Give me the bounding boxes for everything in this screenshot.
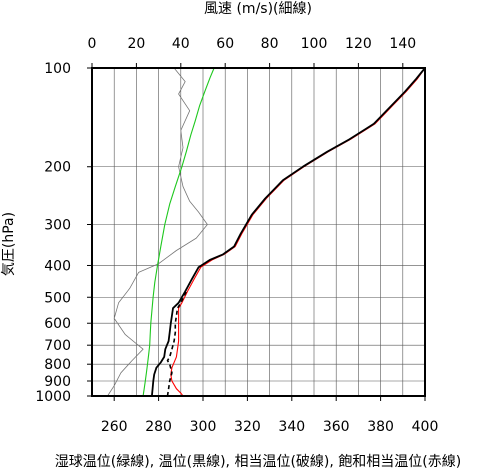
top-tick-label-140: 140 [389,36,416,52]
top-tick-label-20: 20 [127,36,145,52]
left-tick-label-300: 300 [44,217,71,233]
left-tick-label-500: 500 [44,290,71,306]
grid-lines [92,67,426,397]
bottom-axis-ticks: 260 280 300 320 340 360 380 400 [101,396,439,435]
plot-frame [91,67,426,397]
bottom-tick-label-260: 260 [101,419,128,435]
top-tick-label-40: 40 [172,36,190,52]
theta-line [151,67,426,397]
left-tick-label-100: 100 [44,61,71,77]
left-tick-label-1000: 1000 [35,389,71,405]
left-tick-label-400: 400 [44,258,71,274]
bottom-tick-label-360: 360 [323,419,350,435]
top-tick-label-80: 80 [261,36,279,52]
left-tick-label-600: 600 [44,316,71,332]
top-tick-label-60: 60 [216,36,234,52]
theta-es-line [170,67,426,397]
y-axis-title: 気圧(hPa) [1,212,17,276]
wet-bulb-line [142,67,215,397]
bottom-tick-label-320: 320 [234,419,261,435]
bottom-tick-label-300: 300 [190,419,217,435]
bottom-tick-label-380: 380 [367,419,394,435]
plot-border [91,67,426,397]
bottom-tick-label-400: 400 [412,419,439,435]
left-tick-label-700: 700 [44,338,71,354]
bottom-tick-label-280: 280 [145,419,172,435]
top-axis-title: 風速 (m/s)(細線) [204,1,312,17]
left-tick-label-900: 900 [44,374,71,390]
top-axis-ticks: 0 20 40 60 80 100 120 140 [88,36,416,68]
bottom-axis-title: 湿球温位(緑線), 温位(黒線), 相当温位(破線), 飽和相当温位(赤線) [55,453,461,470]
left-tick-label-800: 800 [44,357,71,373]
top-tick-label-0: 0 [88,36,97,52]
bottom-tick-label-340: 340 [278,419,305,435]
top-tick-label-100: 100 [301,36,328,52]
top-tick-label-120: 120 [345,36,372,52]
theta-e-line [166,291,188,397]
wind-speed-line [107,67,208,397]
plot-area [107,67,426,397]
left-tick-label-200: 200 [44,160,71,176]
